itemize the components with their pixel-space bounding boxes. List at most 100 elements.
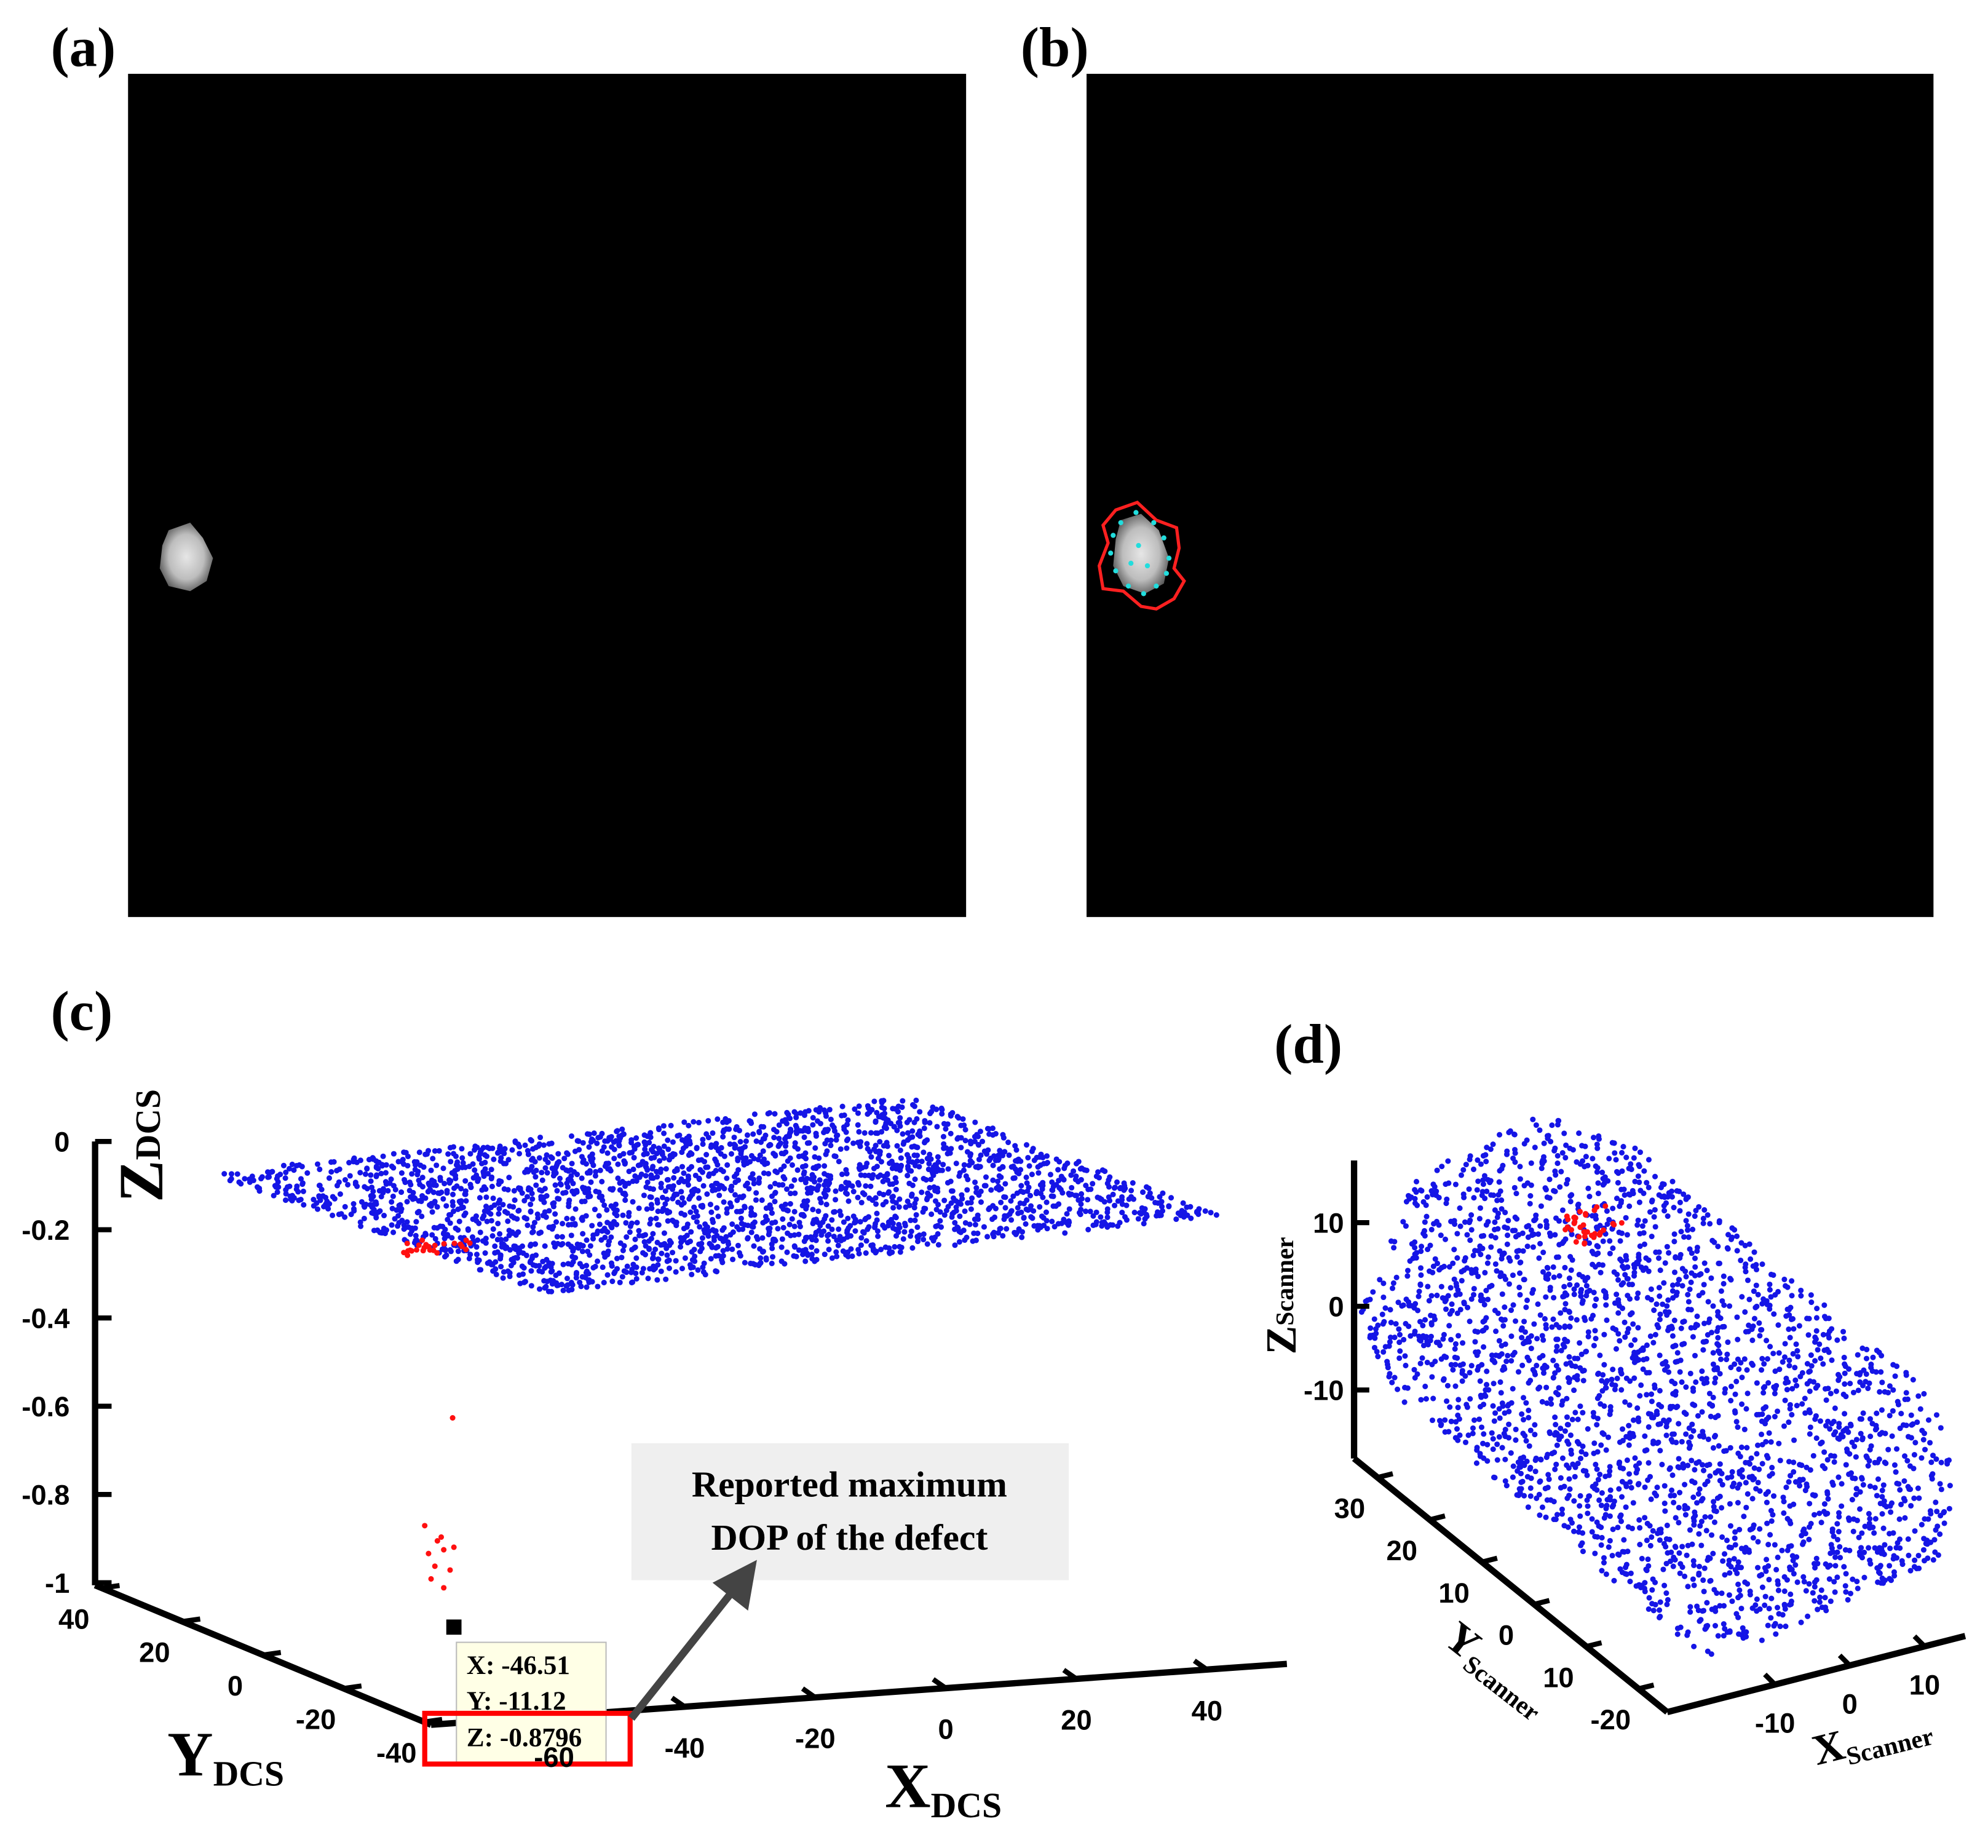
point	[710, 1130, 716, 1136]
point	[1788, 1473, 1794, 1479]
point	[1467, 1396, 1473, 1402]
point	[1592, 1534, 1598, 1540]
point	[1592, 1550, 1598, 1557]
point	[759, 1197, 765, 1204]
point	[1721, 1633, 1727, 1639]
point	[887, 1160, 893, 1167]
point	[861, 1130, 868, 1136]
point	[1019, 1234, 1025, 1240]
point	[485, 1144, 491, 1151]
point	[316, 1183, 322, 1189]
point	[1839, 1503, 1845, 1509]
point	[823, 1202, 830, 1208]
point	[1545, 1271, 1551, 1277]
point	[1715, 1633, 1721, 1639]
point	[1570, 1147, 1576, 1153]
point	[1527, 1193, 1534, 1199]
point	[886, 1245, 892, 1251]
point	[782, 1261, 788, 1267]
point	[1657, 1387, 1663, 1394]
point	[652, 1247, 659, 1253]
point	[1836, 1421, 1842, 1427]
point	[593, 1168, 599, 1175]
point	[1137, 1210, 1143, 1216]
point	[1455, 1333, 1462, 1339]
point	[1728, 1364, 1734, 1371]
point	[962, 1208, 968, 1215]
point	[780, 1224, 786, 1231]
point	[887, 1181, 893, 1188]
datatip-line: X: -46.51	[467, 1651, 570, 1680]
point	[569, 1160, 575, 1167]
point	[1555, 1117, 1561, 1124]
point	[1413, 1178, 1420, 1185]
point	[472, 1145, 478, 1151]
point	[477, 1149, 483, 1155]
point	[1765, 1542, 1772, 1548]
point	[1614, 1271, 1620, 1277]
point	[1739, 1374, 1745, 1381]
point	[786, 1221, 793, 1227]
point	[1385, 1365, 1391, 1371]
point	[912, 1217, 918, 1223]
point	[833, 1133, 839, 1139]
point	[650, 1149, 656, 1155]
point	[1380, 1280, 1387, 1287]
point	[760, 1136, 766, 1142]
point	[1843, 1462, 1849, 1468]
defect-blob	[159, 522, 213, 592]
point	[1422, 1334, 1428, 1341]
point	[1764, 1520, 1770, 1526]
point	[1618, 1149, 1625, 1156]
point	[1827, 1563, 1833, 1569]
point	[967, 1157, 973, 1164]
point	[1883, 1460, 1889, 1466]
point	[761, 1170, 767, 1176]
point	[679, 1164, 686, 1170]
point	[1498, 1390, 1504, 1396]
point	[1428, 1320, 1435, 1326]
point	[921, 1205, 927, 1212]
point	[689, 1271, 695, 1277]
point	[1180, 1200, 1186, 1206]
point	[890, 1205, 897, 1211]
point	[413, 1232, 419, 1239]
point	[944, 1151, 951, 1157]
point	[1695, 1491, 1701, 1497]
point	[941, 1141, 947, 1147]
point	[1867, 1516, 1873, 1522]
point	[957, 1213, 963, 1219]
point	[1604, 1208, 1610, 1214]
point	[756, 1129, 762, 1136]
point	[802, 1258, 809, 1264]
point	[599, 1178, 605, 1185]
point	[1432, 1184, 1438, 1190]
point	[1761, 1361, 1767, 1367]
point	[1535, 1301, 1541, 1307]
point	[729, 1221, 735, 1227]
point	[1526, 1407, 1532, 1413]
point	[473, 1251, 480, 1258]
point	[1790, 1350, 1796, 1357]
point	[1425, 1283, 1431, 1290]
point	[750, 1131, 756, 1137]
point	[1877, 1545, 1883, 1551]
point	[1555, 1254, 1561, 1260]
point	[1547, 1285, 1553, 1291]
point	[746, 1186, 752, 1192]
point	[758, 1255, 764, 1261]
point	[1732, 1542, 1738, 1548]
point	[1649, 1199, 1655, 1205]
point	[849, 1253, 855, 1259]
point	[1553, 1348, 1559, 1354]
point	[533, 1167, 539, 1173]
point	[1077, 1212, 1083, 1218]
point	[1481, 1431, 1487, 1437]
point	[1596, 1497, 1602, 1503]
point	[988, 1155, 994, 1162]
point	[528, 1136, 534, 1143]
point	[370, 1156, 376, 1162]
point	[804, 1250, 810, 1256]
point	[663, 1166, 669, 1172]
point	[1759, 1431, 1765, 1437]
